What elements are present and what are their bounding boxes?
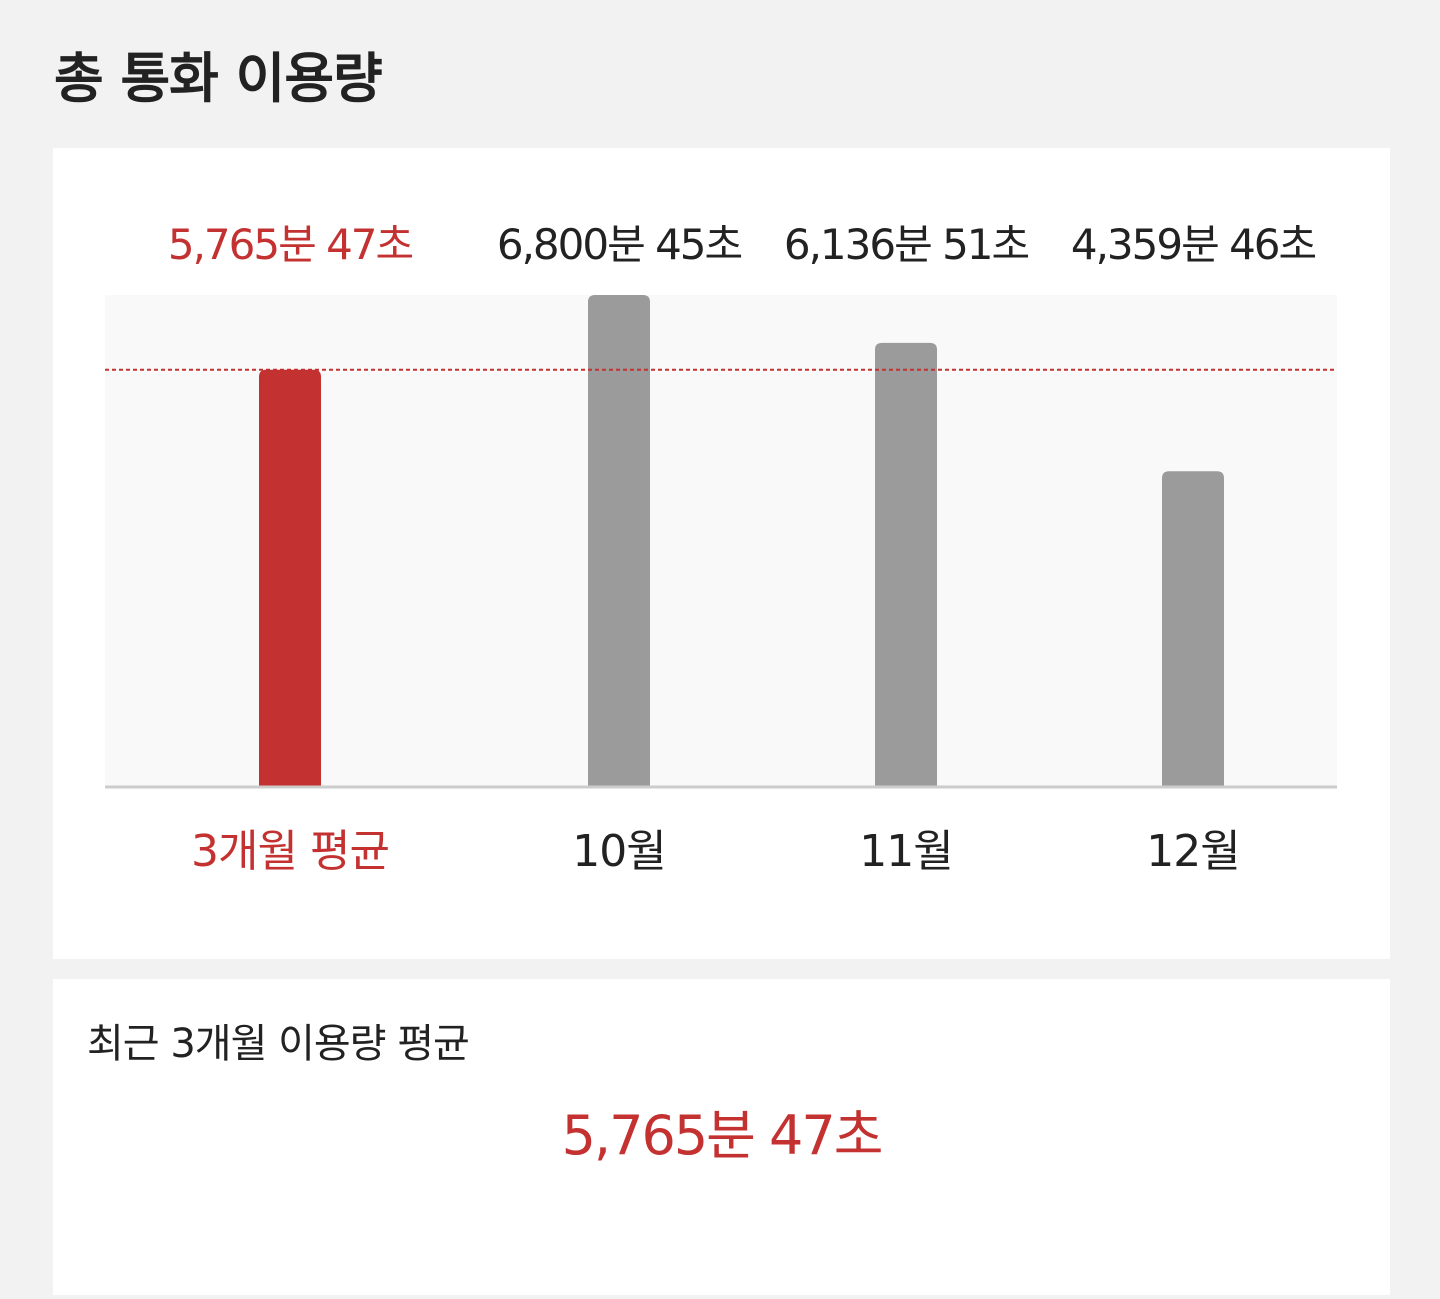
bar — [259, 369, 321, 786]
category-label: 11월 — [859, 826, 952, 877]
summary-title: 최근 3개월 이용량 평균 — [87, 1021, 470, 1067]
bar-value-label: 4,359분 46초 — [1071, 220, 1316, 269]
category-label: 3개월 평균 — [191, 826, 389, 877]
category-label: 10월 — [572, 826, 665, 877]
average-summary-card: 최근 3개월 이용량 평균 5,765분 47초 — [53, 979, 1390, 1295]
summary-value: 5,765분 47초 — [561, 1104, 884, 1167]
category-label: 12월 — [1146, 826, 1239, 877]
bar — [588, 295, 650, 786]
chart-card: 5,765분 47초 6,800분 45초 6,136분 51초 4,359분 46초… — [53, 148, 1390, 959]
bar-chart: 5,765분 47초 6,800분 45초 6,136분 51초 4,359분 46초… — [105, 220, 1337, 877]
bar-value-label: 5,765분 47초 — [168, 220, 413, 269]
bar-value-label: 6,136분 51초 — [784, 220, 1029, 269]
page-title: 총 통화 이용량 — [54, 47, 383, 110]
bar-value-label: 6,800분 45초 — [497, 220, 742, 269]
bar — [1162, 471, 1224, 786]
bar — [875, 342, 937, 786]
